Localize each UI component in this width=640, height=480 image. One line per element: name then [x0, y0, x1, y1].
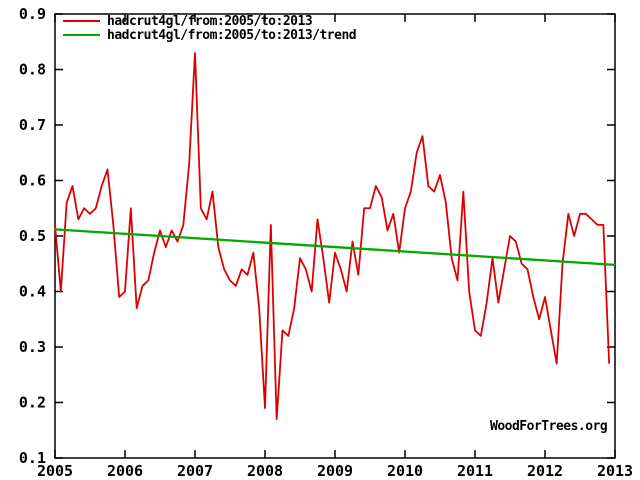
- series-line-swatch: [63, 20, 100, 22]
- y-tick-label: 0.3: [19, 338, 46, 356]
- x-tick-label: 2009: [317, 462, 353, 480]
- y-tick-label: 0.4: [19, 283, 46, 301]
- x-tick-label: 2005: [37, 462, 73, 480]
- x-tick-label: 2013: [597, 462, 633, 480]
- x-tick-label: 2008: [247, 462, 283, 480]
- legend: hadcrut4gl/from:2005/to:2013 hadcrut4gl/…: [63, 13, 357, 43]
- x-tick-label: 2012: [527, 462, 563, 480]
- legend-item-series: hadcrut4gl/from:2005/to:2013: [63, 13, 356, 29]
- x-tick-label: 2006: [107, 462, 143, 480]
- y-tick-label: 0.6: [19, 172, 46, 190]
- y-tick-label: 0.5: [19, 227, 46, 245]
- legend-label-series: hadcrut4gl/from:2005/to:2013: [107, 13, 313, 29]
- watermark: WoodForTrees.org: [490, 419, 608, 434]
- y-tick-label: 0.8: [19, 61, 46, 79]
- legend-item-trend: hadcrut4gl/from:2005/to:2013/trend: [63, 27, 357, 43]
- y-tick-label: 0.7: [19, 116, 46, 134]
- trend-line: [54, 228, 616, 267]
- series-line: [54, 51, 611, 421]
- x-tick-label: 2011: [457, 462, 493, 480]
- y-tick-label: 0.2: [19, 394, 46, 412]
- y-tick-label: 0.9: [19, 5, 46, 23]
- x-tick-label: 2007: [177, 462, 213, 480]
- x-tick-label: 2010: [387, 462, 423, 480]
- legend-label-trend: hadcrut4gl/from:2005/to:2013/trend: [107, 27, 357, 43]
- y-tick-label: 0.1: [19, 449, 46, 467]
- plot-border: [54, 13, 616, 459]
- trend-line-swatch: [63, 34, 100, 36]
